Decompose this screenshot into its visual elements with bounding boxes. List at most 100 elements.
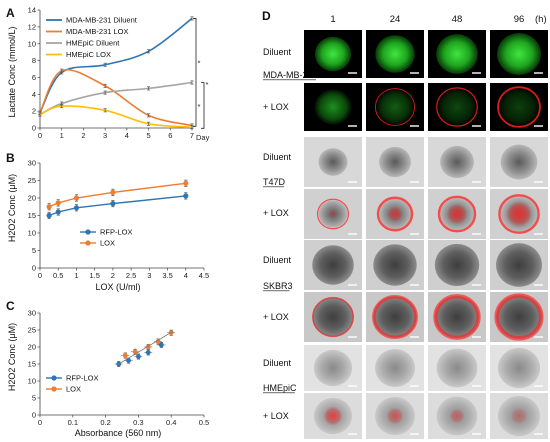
y-tick-label: 5	[32, 246, 36, 255]
timepoint-label: 48	[452, 14, 463, 25]
spheroid-brightfield	[313, 349, 353, 387]
x-tick-label: 1	[74, 271, 78, 280]
spheroid-green	[375, 35, 415, 73]
red-rim	[376, 196, 414, 232]
x-tick-label: 0	[38, 131, 42, 140]
micrograph-tile	[428, 345, 486, 391]
spheroid-brightfield	[496, 295, 542, 339]
micrograph-tile	[428, 393, 486, 439]
significance-star: *	[206, 80, 209, 89]
micrograph-tile	[490, 189, 548, 239]
panel-c-label: C	[6, 299, 15, 313]
data-point-0	[136, 354, 141, 359]
treatment-label: + LOX	[263, 411, 289, 421]
legend-marker	[51, 386, 57, 392]
timepoint-label: 1	[330, 14, 335, 25]
x-tick-label: 4	[125, 131, 129, 140]
spheroid-green	[436, 34, 478, 74]
data-point-1	[73, 195, 80, 201]
series-line-2	[39, 81, 193, 116]
spheroid-brightfield	[434, 243, 480, 287]
micrograph-tile	[366, 189, 424, 239]
y-tick-label: 0	[32, 411, 36, 420]
cell-line-label: MDA-MB-231	[263, 70, 318, 80]
spheroid-brightfield	[373, 244, 417, 286]
sig-bracket-inner	[201, 82, 205, 129]
cell-line-label: SKBR3	[263, 281, 293, 291]
legend-label: HMEpiC LOX	[66, 50, 111, 59]
red-core	[328, 209, 338, 219]
micrograph-tile	[366, 345, 424, 391]
data-point-0	[145, 350, 151, 355]
treatment-label: Diluent	[263, 152, 292, 162]
series-line-3	[39, 105, 193, 128]
red-core	[446, 203, 468, 225]
spheroid-green	[498, 87, 540, 127]
chart-c-xlabel: Absorbance (560 nm)	[75, 428, 162, 438]
micrograph-tile	[490, 137, 548, 187]
spheroid-brightfield	[497, 347, 541, 389]
x-tick-label: 3	[103, 131, 107, 140]
panel-d-label: D	[262, 9, 271, 23]
y-tick-label: 2	[32, 107, 36, 116]
y-tick-label: 5	[32, 394, 36, 403]
legend-label: MDA-MB-231 Diluent	[66, 16, 138, 25]
legend-label: LOX	[66, 385, 81, 394]
y-tick-label: 15	[28, 360, 36, 369]
micrograph-tile	[304, 189, 362, 239]
data-point-0	[126, 358, 131, 363]
time-unit-label: (h)	[535, 14, 547, 25]
legend-marker	[85, 229, 91, 235]
micrograph-tile	[304, 83, 362, 131]
data-point-1	[155, 339, 161, 344]
micrograph-tile	[366, 292, 424, 342]
red-rim	[494, 293, 544, 341]
spheroid-brightfield	[375, 348, 415, 388]
data-point-0	[73, 205, 80, 211]
data-point-0	[183, 193, 189, 199]
chart-b: 0 5 10 15 20 25 30 0 0.5 1 1.5 2 2.5 3 3.5 4 4.5 RFP-LOX L…	[28, 159, 210, 280]
x-tick-label: 0.2	[100, 418, 110, 427]
y-tick-label: 10	[28, 229, 36, 238]
red-core	[386, 407, 404, 425]
micrograph-tile	[428, 240, 486, 290]
y-tick-label: 10	[28, 39, 36, 48]
legend-label: HMEpiC Diluent	[66, 39, 120, 48]
panel-a-label: A	[6, 6, 15, 20]
y-tick-label: 30	[28, 309, 36, 318]
x-tick-label: 0.5	[53, 271, 63, 280]
spheroid-brightfield	[379, 146, 411, 178]
treatment-label: Diluent	[263, 255, 292, 265]
data-point-1	[183, 180, 189, 186]
spheroid-brightfield	[312, 297, 354, 337]
legend-label: RFP-LOX	[100, 228, 133, 237]
x-tick-label: 0	[38, 418, 42, 427]
x-tick-label: 2	[81, 131, 85, 140]
data-point-0	[110, 201, 116, 207]
chart-c-ylabel: H2O2 Conc (μM)	[7, 323, 17, 391]
spheroid-green	[314, 36, 352, 72]
micrograph-tile	[490, 240, 548, 290]
y-tick-label: 0	[32, 264, 36, 273]
spheroid-brightfield	[373, 296, 417, 338]
trend-line	[116, 331, 174, 366]
x-tick-label: 0.3	[133, 418, 143, 427]
micrograph-tile	[366, 83, 424, 131]
red-rim	[433, 294, 481, 340]
chart-b-xlabel: LOX (U/ml)	[96, 282, 141, 292]
x-tick-label: 3	[147, 271, 151, 280]
y-tick-label: 20	[28, 343, 36, 352]
x-tick-label: 0	[38, 271, 42, 280]
chart-b-ylabel: H2O2 Conc (μM)	[7, 174, 17, 242]
data-point-0	[46, 212, 52, 219]
micrograph-tile	[490, 393, 548, 439]
spheroid-brightfield	[500, 144, 538, 180]
red-rim	[437, 195, 477, 233]
x-tick-label: 2.5	[126, 271, 136, 280]
sig-bracket-outer	[193, 18, 197, 127]
y-tick-label: 20	[28, 194, 36, 203]
data-point-1	[110, 189, 116, 195]
legend-marker	[85, 240, 91, 246]
red-rim	[316, 198, 350, 230]
y-tick-label: 8	[32, 56, 36, 65]
